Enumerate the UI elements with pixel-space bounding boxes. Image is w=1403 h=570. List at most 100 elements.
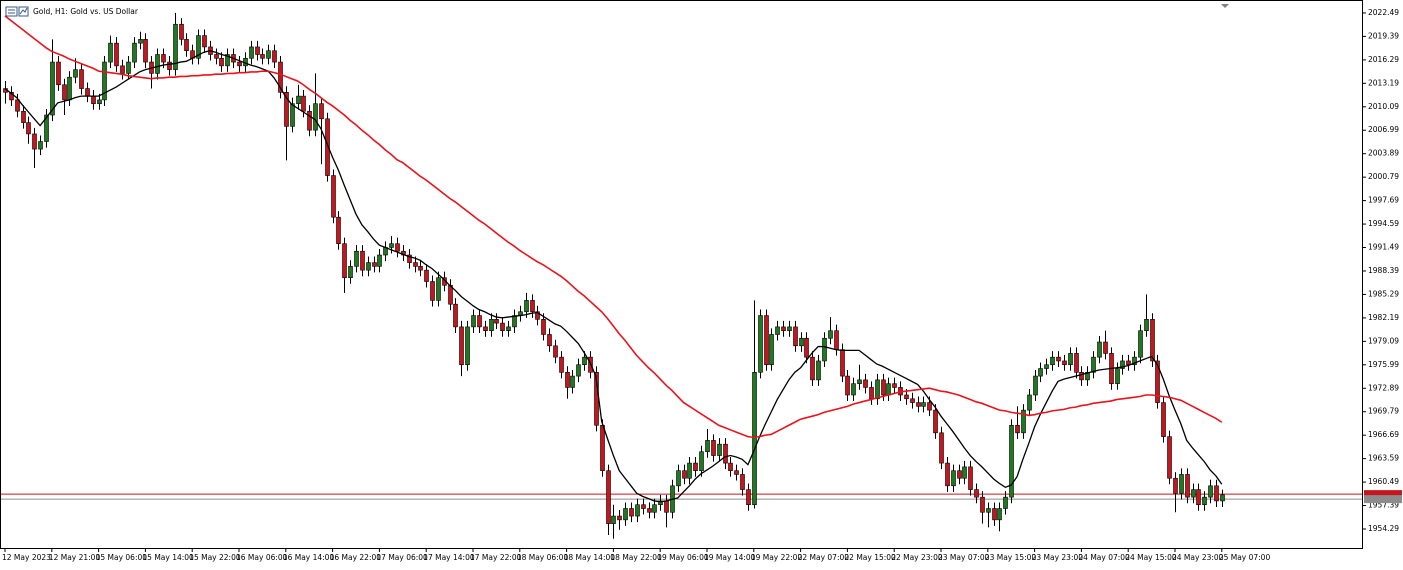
y-tick-label: 1985.29 xyxy=(1368,289,1399,298)
x-tick-label: 15 May 14:00 xyxy=(142,553,194,562)
candle-body xyxy=(348,266,353,279)
candle-body xyxy=(775,326,780,335)
candle-body xyxy=(1208,485,1213,498)
x-tick-label: 17 May 22:00 xyxy=(470,553,522,562)
x-tick-label: 22 May 15:00 xyxy=(844,553,896,562)
y-tick-label: 1979.09 xyxy=(1368,336,1399,345)
candle-body xyxy=(389,243,394,248)
candle-body xyxy=(834,330,839,350)
candle-body xyxy=(477,315,482,328)
candle-body xyxy=(711,440,716,456)
candle-body xyxy=(85,88,90,97)
candle-body xyxy=(56,61,61,86)
candle-body xyxy=(73,69,78,78)
y-tick-label: 2016.29 xyxy=(1368,55,1399,64)
candle-body xyxy=(764,315,769,366)
candle-body xyxy=(945,462,950,487)
candle-body xyxy=(319,103,324,120)
y-tick-label: 2010.09 xyxy=(1368,102,1399,111)
candle-body xyxy=(179,23,184,40)
candle-body xyxy=(296,95,301,104)
candle-body xyxy=(600,424,605,471)
candle-body xyxy=(1138,330,1143,358)
candle-body xyxy=(453,303,458,328)
candle-body xyxy=(494,319,499,324)
plot-area xyxy=(1,12,1362,539)
x-tick-label: 22 May 07:00 xyxy=(798,553,850,562)
candle-body xyxy=(471,315,476,328)
candle-body xyxy=(974,489,979,498)
candle-body xyxy=(430,281,435,301)
candle-body xyxy=(1191,489,1196,498)
candle-body xyxy=(758,315,763,373)
candle-body xyxy=(535,311,540,320)
candle-body xyxy=(547,334,552,347)
candle-body xyxy=(255,46,260,55)
candle-body xyxy=(582,356,587,366)
y-tick-label: 1969.79 xyxy=(1368,407,1399,416)
candle-body xyxy=(126,61,131,74)
x-tick-label: 24 May 15:00 xyxy=(1125,553,1177,562)
candle-body xyxy=(1202,496,1207,506)
y-tick-label: 1957.39 xyxy=(1368,501,1399,510)
candle-body xyxy=(980,496,985,513)
candle-body xyxy=(687,462,692,479)
candle-body xyxy=(1021,409,1026,434)
candle-body xyxy=(740,474,745,490)
candle-body xyxy=(21,110,26,123)
candle-body xyxy=(407,254,412,263)
candle-body xyxy=(1144,319,1149,331)
x-tick-label: 25 May 07:00 xyxy=(1219,553,1271,562)
candle-body xyxy=(1091,356,1096,373)
candle-body xyxy=(752,372,757,506)
candle-body xyxy=(266,50,271,59)
candle-body xyxy=(278,61,283,93)
candle-body xyxy=(219,57,224,67)
candle-body xyxy=(26,122,31,135)
candle-body xyxy=(892,383,897,388)
candle-body xyxy=(249,46,254,59)
candle-body xyxy=(693,462,698,471)
candle-body xyxy=(214,54,219,59)
price-label-box xyxy=(1364,495,1402,504)
candle-body xyxy=(816,360,821,381)
candle-body xyxy=(237,61,242,67)
candle-body xyxy=(957,470,962,479)
candle-body xyxy=(1015,424,1020,434)
candle-body xyxy=(1173,477,1178,494)
candle-body xyxy=(641,504,646,509)
candle-body xyxy=(845,375,850,396)
y-tick-label: 1960.49 xyxy=(1368,477,1399,486)
candle-body xyxy=(132,42,137,63)
y-tick-label: 1972.89 xyxy=(1368,383,1399,392)
candle-body xyxy=(933,409,938,434)
candle-body xyxy=(1079,372,1084,381)
candle-body xyxy=(1027,394,1032,411)
candle-body xyxy=(260,54,265,59)
y-tick-label: 1954.29 xyxy=(1368,524,1399,533)
candle-body xyxy=(863,379,868,388)
candle-body xyxy=(38,141,43,150)
y-tick-label: 2013.19 xyxy=(1368,78,1399,87)
candle-body xyxy=(225,54,230,67)
x-tick-label: 22 May 23:00 xyxy=(891,553,943,562)
y-tick-label: 1988.39 xyxy=(1368,266,1399,275)
x-tick-label: 15 May 06:00 xyxy=(96,553,148,562)
x-tick-label: 24 May 23:00 xyxy=(1172,553,1224,562)
candle-body xyxy=(921,402,926,407)
candle-body xyxy=(489,319,494,331)
candle-body xyxy=(161,54,166,63)
candle-body xyxy=(395,243,400,252)
candle-body xyxy=(1074,353,1079,373)
candle-body xyxy=(635,504,640,517)
candle-body xyxy=(904,394,909,400)
candle-body xyxy=(869,387,874,400)
candle-body xyxy=(629,508,634,517)
candle-body xyxy=(155,54,160,74)
candle-body xyxy=(173,23,178,70)
candle-body xyxy=(1050,356,1055,366)
candle-body xyxy=(1220,494,1225,502)
candle-body xyxy=(570,375,575,388)
x-tick-label: 19 May 06:00 xyxy=(657,553,709,562)
